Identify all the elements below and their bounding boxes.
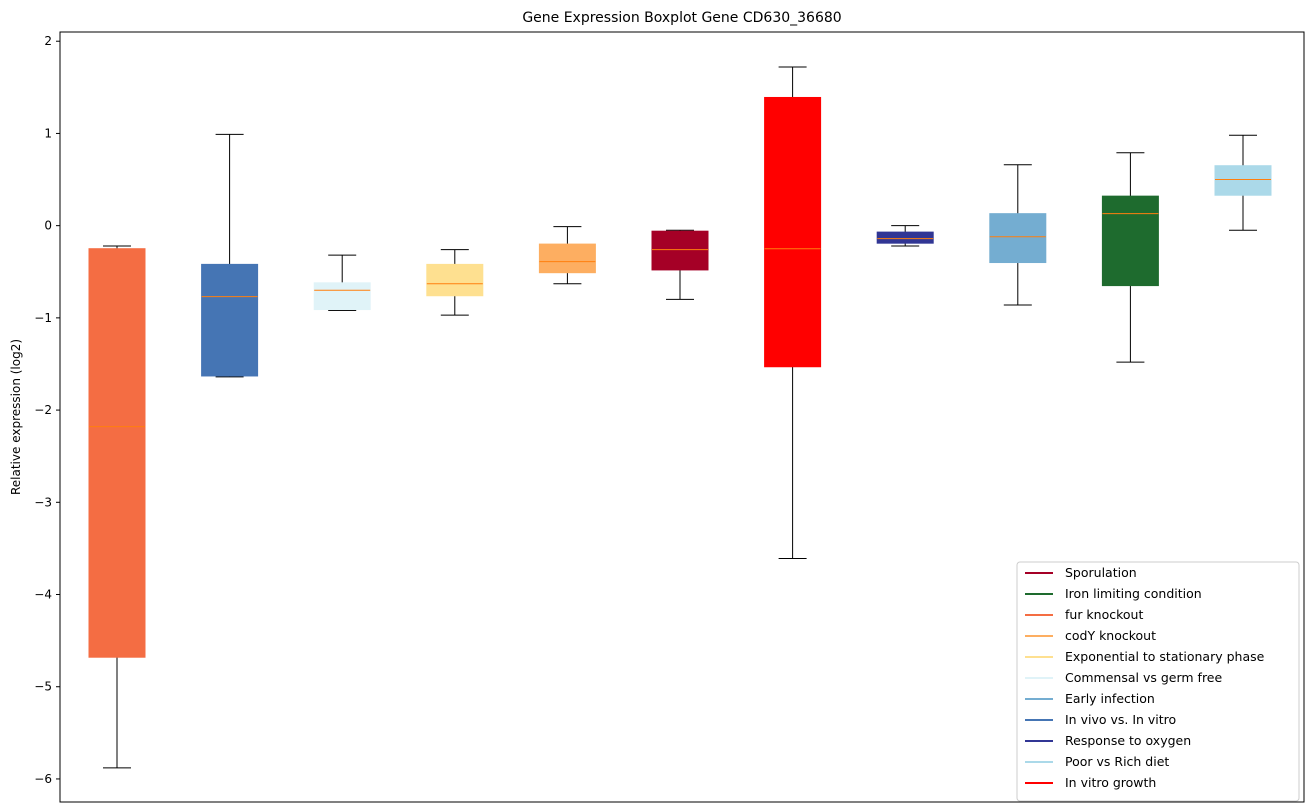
box-10 xyxy=(1101,152,1159,363)
y-axis: −6 −5 −4 −3 −2 −1 0 1 2 xyxy=(34,34,60,786)
legend-item: Response to oxygen xyxy=(1025,733,1191,748)
box-9 xyxy=(989,164,1047,306)
y-tick-label: 2 xyxy=(44,34,52,48)
box-8 xyxy=(876,225,934,247)
legend-label: Response to oxygen xyxy=(1065,733,1191,748)
legend-label: Sporulation xyxy=(1065,565,1137,580)
y-tick-label: 0 xyxy=(44,219,52,233)
y-tick-label: −3 xyxy=(34,495,52,509)
legend-item: Sporulation xyxy=(1025,565,1137,580)
legend-item: In vitro growth xyxy=(1025,775,1156,790)
y-tick-label: −2 xyxy=(34,403,52,417)
y-tick-label: −4 xyxy=(34,588,52,602)
legend: Sporulation Iron limiting condition fur kn… xyxy=(1016,561,1300,802)
y-tick-label: −1 xyxy=(34,311,52,325)
legend-item: Early infection xyxy=(1025,691,1155,706)
box-body xyxy=(876,231,934,244)
legend-item: Iron limiting condition xyxy=(1025,586,1202,601)
y-tick-label: −5 xyxy=(34,680,52,694)
box-6 xyxy=(651,229,709,300)
y-tick-label: −6 xyxy=(34,772,52,786)
box-3 xyxy=(313,254,371,311)
legend-label: Commensal vs germ free xyxy=(1065,670,1222,685)
legend-item: In vivo vs. In vitro xyxy=(1025,712,1176,727)
legend-label: codY knockout xyxy=(1065,628,1156,643)
legend-label: Poor vs Rich diet xyxy=(1065,754,1169,769)
box-1 xyxy=(88,245,146,769)
legend-label: Exponential to stationary phase xyxy=(1065,649,1265,664)
legend-item: Commensal vs germ free xyxy=(1025,670,1222,685)
chart-title: Gene Expression Boxplot Gene CD630_36680 xyxy=(522,10,841,26)
box-body xyxy=(1101,195,1159,287)
box-11 xyxy=(1214,134,1272,231)
legend-frame xyxy=(1016,561,1300,802)
box-body xyxy=(426,263,484,297)
box-7 xyxy=(764,66,822,560)
box-body xyxy=(313,282,371,311)
legend-label: In vivo vs. In vitro xyxy=(1065,712,1176,727)
legend-item: Poor vs Rich diet xyxy=(1025,754,1169,769)
box-4 xyxy=(426,249,484,316)
plot-frame xyxy=(59,31,1305,803)
y-axis-label: Relative expression (log2) xyxy=(9,339,23,495)
legend-label: Iron limiting condition xyxy=(1065,586,1202,601)
box-body xyxy=(651,230,709,271)
legend-item: Exponential to stationary phase xyxy=(1025,649,1265,664)
boxes-group xyxy=(88,66,1272,769)
box-5 xyxy=(538,226,596,285)
box-body xyxy=(989,213,1047,264)
box-2 xyxy=(201,133,259,378)
box-body xyxy=(201,263,259,377)
legend-label: Early infection xyxy=(1065,691,1155,706)
legend-item: codY knockout xyxy=(1025,628,1156,643)
box-body xyxy=(764,96,822,368)
box-body xyxy=(1214,165,1272,196)
box-body xyxy=(538,243,596,274)
box-body xyxy=(88,248,146,658)
legend-label: In vitro growth xyxy=(1065,775,1156,790)
y-tick-label: 1 xyxy=(44,126,52,140)
legend-label: fur knockout xyxy=(1065,607,1143,622)
legend-item: fur knockout xyxy=(1025,607,1143,622)
